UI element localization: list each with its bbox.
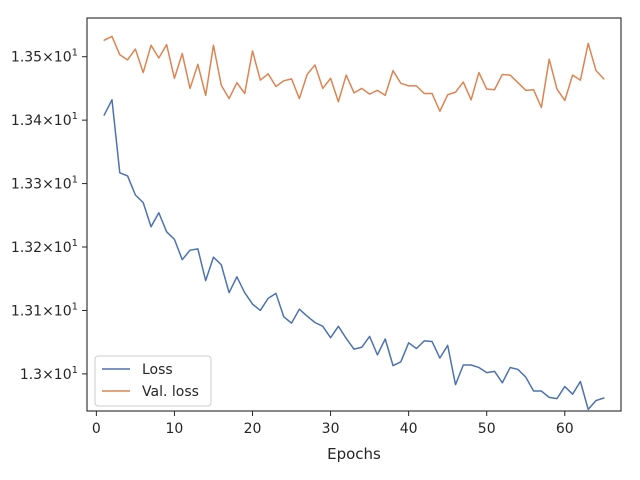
axes-frame (86, 17, 622, 412)
y-tick-label: 1.34×101 (11, 111, 78, 129)
legend: Loss Val. loss (94, 355, 212, 407)
legend-label-0: Loss (142, 362, 173, 378)
series-layer (103, 35, 605, 411)
x-tick-label: 20 (244, 421, 262, 437)
series-line-0 (103, 99, 605, 411)
x-tick-label: 60 (556, 421, 574, 437)
x-tick-label: 30 (322, 421, 340, 437)
x-axis: 0 10 20 30 40 50 60 (92, 411, 574, 437)
y-tick-label: 1.32×101 (11, 238, 78, 256)
series-line-1 (103, 35, 605, 112)
y-axis: 1.3×101 1.31×101 1.32×101 1.33×101 1.34×101 1… (11, 48, 87, 383)
y-tick-label: 1.3×101 (20, 365, 78, 383)
x-tick-label: 40 (400, 421, 418, 437)
x-tick-label: 0 (92, 421, 101, 437)
x-tick-label: 10 (166, 421, 184, 437)
x-tick-label: 50 (478, 421, 496, 437)
y-tick-label: 1.35×101 (11, 48, 78, 66)
legend-label-1: Val. loss (142, 384, 199, 400)
x-axis-label: Epochs (327, 445, 381, 463)
y-tick-label: 1.33×101 (11, 175, 78, 193)
y-tick-label: 1.31×101 (11, 301, 78, 319)
